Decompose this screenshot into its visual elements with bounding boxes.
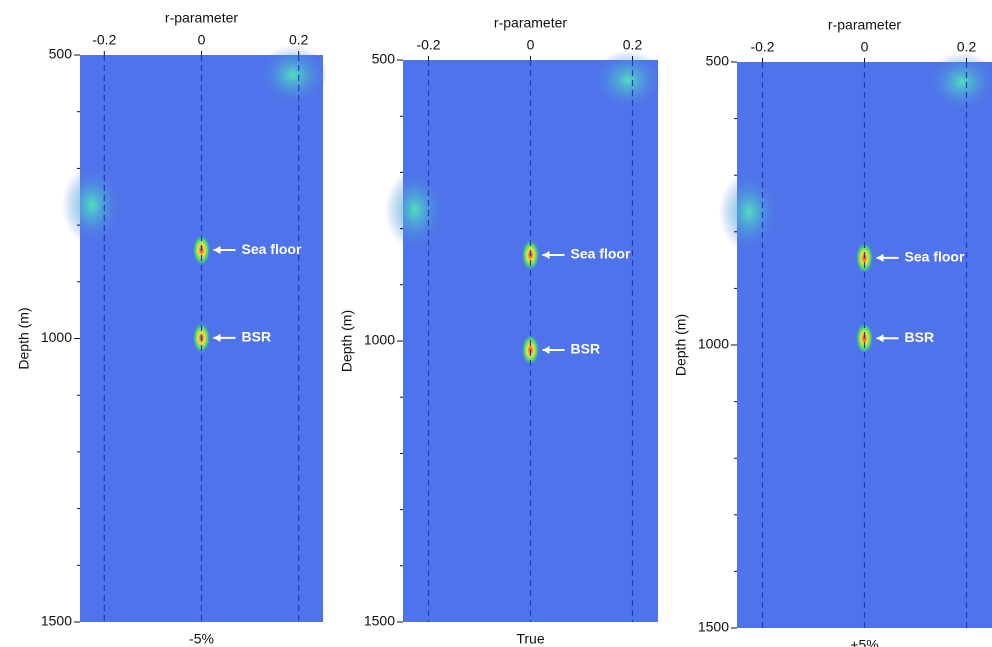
y-axis-label: Depth (m) (673, 314, 689, 376)
texture (593, 50, 663, 110)
texture (258, 45, 328, 105)
x-tick-label: 0.2 (957, 39, 977, 55)
x-axis-label: r-parameter (494, 15, 567, 31)
x-tick-label: 0.2 (623, 37, 643, 53)
y-tick-label: 1500 (41, 613, 72, 629)
y-tick-label: 1000 (364, 332, 395, 348)
texture (385, 170, 445, 250)
figure: -0.2 0 0.2 500 1000 1500 r-parameter Depth (m) -… (0, 0, 992, 647)
y-tick-label: 1500 (698, 619, 729, 635)
annotation: Sea floor (571, 246, 631, 262)
annotation: BSR (571, 341, 601, 357)
y-tick-label: 500 (49, 46, 73, 62)
x-tick-label: 0.2 (289, 32, 309, 48)
y-tick-label: 1000 (698, 336, 729, 352)
x-tick-label: -0.2 (92, 32, 116, 48)
caption: -5% (189, 631, 214, 647)
y-axis-label: Depth (m) (339, 310, 355, 372)
annotation: BSR (905, 329, 935, 345)
annotation: BSR (242, 329, 272, 345)
y-tick-label: 1500 (364, 613, 395, 629)
x-axis-label: r-parameter (165, 10, 238, 26)
x-tick-label: 0 (861, 39, 869, 55)
texture (719, 172, 779, 252)
x-axis-label: r-parameter (828, 17, 901, 33)
annotation: Sea floor (905, 249, 965, 265)
caption: +5% (850, 637, 878, 647)
y-axis-label: Depth (m) (16, 307, 32, 369)
y-tick-label: 500 (372, 51, 396, 67)
x-tick-label: -0.2 (750, 39, 774, 55)
texture (62, 165, 122, 245)
caption: True (516, 631, 544, 647)
y-tick-label: 1000 (41, 329, 72, 345)
annotation: Sea floor (242, 241, 302, 257)
x-tick-label: 0 (198, 32, 206, 48)
x-tick-label: 0 (527, 37, 535, 53)
x-tick-label: -0.2 (416, 37, 440, 53)
y-tick-label: 500 (706, 53, 730, 69)
